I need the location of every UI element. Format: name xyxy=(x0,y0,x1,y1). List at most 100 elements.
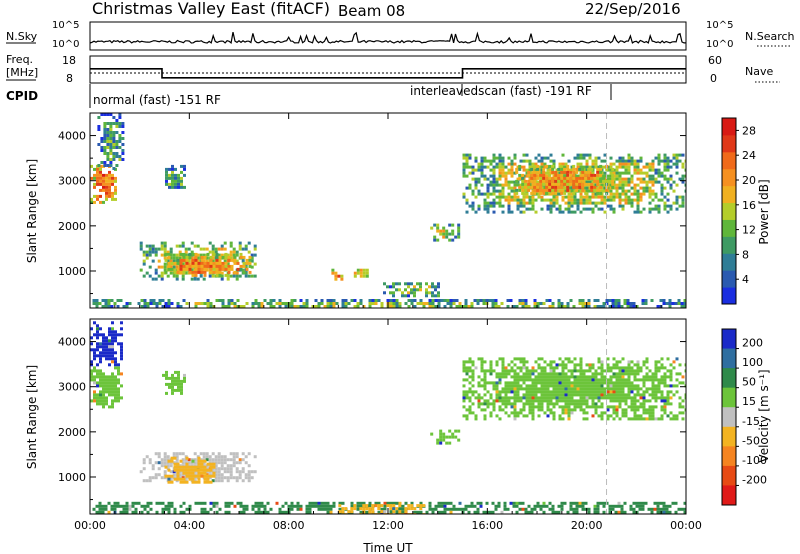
colorbar-segment xyxy=(722,185,736,204)
cell xyxy=(211,244,215,248)
cell xyxy=(96,333,99,337)
cell xyxy=(621,387,625,391)
cell xyxy=(507,198,511,202)
cell xyxy=(395,501,399,505)
cell xyxy=(230,264,234,268)
cell xyxy=(96,399,99,403)
cell xyxy=(504,198,508,202)
cell xyxy=(675,195,679,199)
cell xyxy=(227,501,231,505)
cell xyxy=(431,285,434,289)
cell xyxy=(217,479,221,483)
cell xyxy=(96,381,99,385)
cell xyxy=(326,299,330,302)
cell xyxy=(603,183,607,187)
cell xyxy=(431,294,434,298)
cell xyxy=(443,305,447,308)
cell xyxy=(540,168,544,172)
cell xyxy=(672,156,676,160)
cell xyxy=(617,305,621,308)
cell xyxy=(148,479,152,483)
cell xyxy=(579,363,583,367)
cell xyxy=(194,264,198,268)
cell xyxy=(545,188,549,192)
cell xyxy=(579,387,583,391)
x-tick-label: 00:00 xyxy=(670,519,702,532)
cell xyxy=(534,378,538,382)
cell xyxy=(504,195,508,199)
cell xyxy=(651,393,655,397)
cell xyxy=(531,387,535,391)
cell xyxy=(615,372,619,376)
cell xyxy=(155,510,159,514)
cell xyxy=(645,378,649,382)
cell xyxy=(648,207,652,211)
cell xyxy=(672,393,676,397)
cell xyxy=(609,156,613,160)
cell xyxy=(458,507,462,511)
cell xyxy=(557,299,561,302)
cell xyxy=(627,168,631,172)
cell xyxy=(223,470,227,474)
cell xyxy=(530,176,534,180)
cell xyxy=(564,411,568,415)
cell xyxy=(551,167,555,171)
cell xyxy=(579,390,583,394)
cell xyxy=(498,168,502,172)
cell xyxy=(651,396,655,400)
cell xyxy=(504,399,508,403)
cell xyxy=(660,183,664,187)
cell xyxy=(624,171,628,175)
cell xyxy=(624,192,628,196)
cell xyxy=(197,477,201,481)
cell xyxy=(99,327,102,331)
cell xyxy=(606,405,610,409)
cell xyxy=(654,375,658,379)
cell xyxy=(143,302,147,305)
cell xyxy=(660,171,664,175)
cell xyxy=(507,156,511,160)
cell xyxy=(455,305,459,308)
cell xyxy=(176,474,180,478)
cell xyxy=(103,164,107,167)
cell xyxy=(660,390,664,394)
cell xyxy=(579,165,583,169)
cell xyxy=(389,504,393,508)
cell xyxy=(621,207,625,211)
cell xyxy=(605,188,609,192)
cell xyxy=(564,381,568,385)
cell xyxy=(615,165,619,169)
cell xyxy=(96,179,99,183)
cell xyxy=(163,262,167,266)
cell xyxy=(437,294,440,298)
cell xyxy=(483,417,487,421)
cell xyxy=(154,247,158,251)
cell xyxy=(182,468,186,472)
cell xyxy=(612,390,616,394)
cell xyxy=(534,381,538,385)
cell xyxy=(507,162,511,166)
cell xyxy=(431,302,435,305)
cell xyxy=(227,264,231,268)
cell xyxy=(564,363,568,367)
cell xyxy=(118,116,122,119)
cell xyxy=(539,182,543,186)
cell xyxy=(512,504,516,508)
cell xyxy=(199,274,203,278)
cell xyxy=(109,149,113,152)
cell xyxy=(371,302,375,305)
cell xyxy=(178,250,182,254)
cell xyxy=(161,299,165,302)
cell xyxy=(531,402,535,406)
cell xyxy=(253,470,257,474)
cell xyxy=(395,288,398,292)
cell xyxy=(548,176,552,180)
cell xyxy=(214,479,218,483)
cell xyxy=(483,381,487,385)
cell xyxy=(483,387,487,391)
cell xyxy=(439,432,443,436)
cell xyxy=(200,270,204,274)
cell xyxy=(645,375,649,379)
cell xyxy=(582,375,586,379)
cell xyxy=(182,270,186,274)
